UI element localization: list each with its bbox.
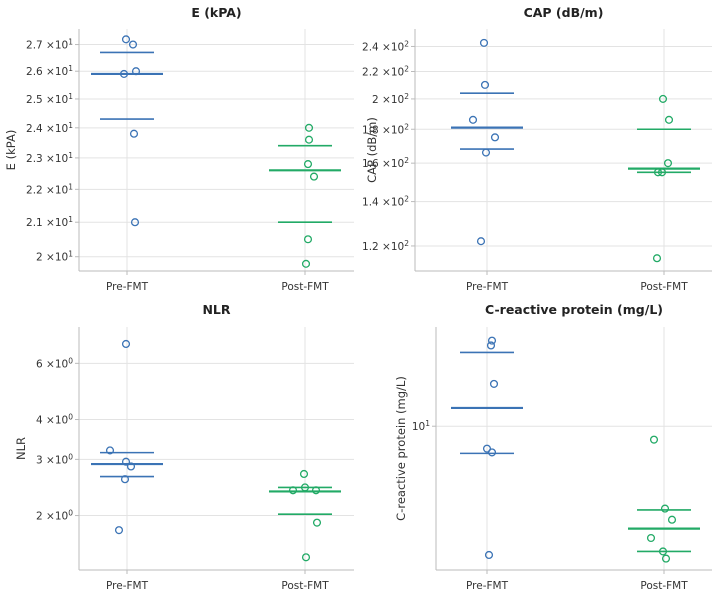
y-axis-label: NLR [14, 437, 28, 460]
y-tick-label: 2 ×101 [36, 250, 73, 264]
panel-title: CAP (dB/m) [524, 5, 604, 20]
data-point [128, 40, 138, 49]
x-tick-label: Pre-FMT [106, 580, 149, 592]
y-tick-label: 2 ×102 [372, 92, 409, 106]
y-tick-label: 1.6 ×102 [362, 156, 409, 170]
y-tick-label: 1.2 ×102 [362, 239, 409, 253]
data-point [299, 469, 309, 479]
data-point [311, 486, 321, 495]
data-point [303, 235, 313, 244]
y-axis-label: C-reactive protein (mg/L) [394, 376, 408, 521]
x-tick-label: Pre-FMT [466, 281, 509, 293]
data-point [312, 518, 322, 527]
data-point [487, 336, 497, 345]
y-tick-label: 2.3 ×101 [26, 151, 73, 165]
series-post-fmt [269, 469, 341, 562]
data-point [301, 553, 311, 562]
data-point [658, 94, 668, 103]
data-point [482, 444, 492, 453]
data-point [468, 115, 478, 124]
x-tick-label: Post-FMT [640, 281, 688, 293]
data-point [119, 69, 129, 78]
data-point [658, 547, 668, 556]
data-point [476, 237, 486, 246]
y-tick-label: 2.1 ×101 [26, 215, 73, 229]
series-post-fmt [628, 435, 700, 563]
data-point [300, 483, 310, 492]
data-point [646, 533, 656, 543]
data-point [120, 475, 130, 484]
panel-3: NLR 2 ×100 3 ×100 4 ×100 6 ×100 Pre-FMT Post-F… [14, 302, 354, 592]
y-tick-label: 2.2 ×101 [26, 182, 73, 196]
data-point [121, 339, 131, 349]
series-pre-fmt [451, 38, 523, 246]
x-tick-label: Pre-FMT [466, 580, 509, 592]
panel-2: CAP (dB/m) 1.2 ×102 1.4 ×102 1.6 ×102 1.8 ×1… [362, 5, 712, 293]
data-point [129, 129, 139, 138]
series-post-fmt [269, 123, 341, 268]
y-tick-label: 2.2 ×102 [362, 64, 409, 78]
data-point [304, 123, 314, 132]
y-tick-label: 2 ×100 [36, 509, 73, 523]
x-tick-label: Post-FMT [281, 281, 329, 293]
data-point [490, 133, 500, 142]
panel-4: C-reactive protein (mg/L) 101 Pre-FMT Post-… [394, 302, 712, 592]
data-point [121, 35, 131, 44]
panel-title: C-reactive protein (mg/L) [485, 302, 663, 317]
data-point [480, 80, 490, 89]
data-point [303, 160, 313, 169]
series-pre-fmt [91, 35, 163, 227]
data-point [653, 168, 663, 177]
data-point [121, 457, 131, 466]
y-axis-label: E (kPA) [4, 130, 18, 171]
y-tick-label: 2.6 ×101 [26, 64, 73, 78]
data-point [288, 486, 298, 495]
y-tick-label: 4 ×100 [36, 413, 73, 427]
data-point [649, 435, 659, 444]
y-tick-label: 2.7 ×101 [26, 38, 73, 52]
data-point [131, 67, 141, 76]
y-tick-label: 2.5 ×101 [26, 92, 73, 106]
data-point [486, 341, 496, 350]
data-point [309, 172, 319, 181]
panel-1: E (kPA) 2 ×101 2.1 ×101 2.2 ×101 2.3 ×101 2.4… [4, 5, 354, 293]
data-point [664, 115, 674, 124]
x-tick-label: Post-FMT [640, 580, 688, 592]
data-point [301, 259, 311, 268]
data-point [479, 38, 489, 47]
y-tick-label: 1.4 ×102 [362, 195, 409, 209]
y-tick-label: 1.8 ×102 [362, 122, 409, 136]
series-pre-fmt [91, 339, 163, 535]
data-point [114, 526, 124, 535]
data-point [304, 135, 314, 144]
y-axis-label: CAP (dB/m) [365, 117, 379, 183]
data-point [130, 218, 140, 227]
y-tick-label: 101 [412, 419, 430, 433]
data-point [660, 504, 670, 513]
series-post-fmt [628, 94, 700, 263]
data-point [667, 515, 677, 524]
data-point [661, 554, 671, 563]
y-tick-label: 2.4 ×101 [26, 121, 73, 135]
x-tick-label: Post-FMT [281, 580, 329, 592]
data-point [652, 254, 662, 263]
data-point [481, 148, 491, 157]
data-point [657, 168, 667, 177]
data-point [487, 448, 497, 457]
data-point [126, 462, 136, 471]
y-tick-label: 2.4 ×102 [362, 39, 409, 53]
data-point [489, 379, 499, 388]
data-point [105, 446, 115, 455]
panel-title: E (kPA) [191, 5, 241, 20]
series-pre-fmt [451, 336, 523, 560]
panel-title: NLR [202, 302, 230, 317]
y-tick-label: 3 ×100 [36, 452, 73, 466]
x-tick-label: Pre-FMT [106, 281, 149, 293]
data-point [663, 159, 673, 168]
data-point [484, 550, 494, 560]
y-tick-label: 6 ×100 [36, 356, 73, 370]
